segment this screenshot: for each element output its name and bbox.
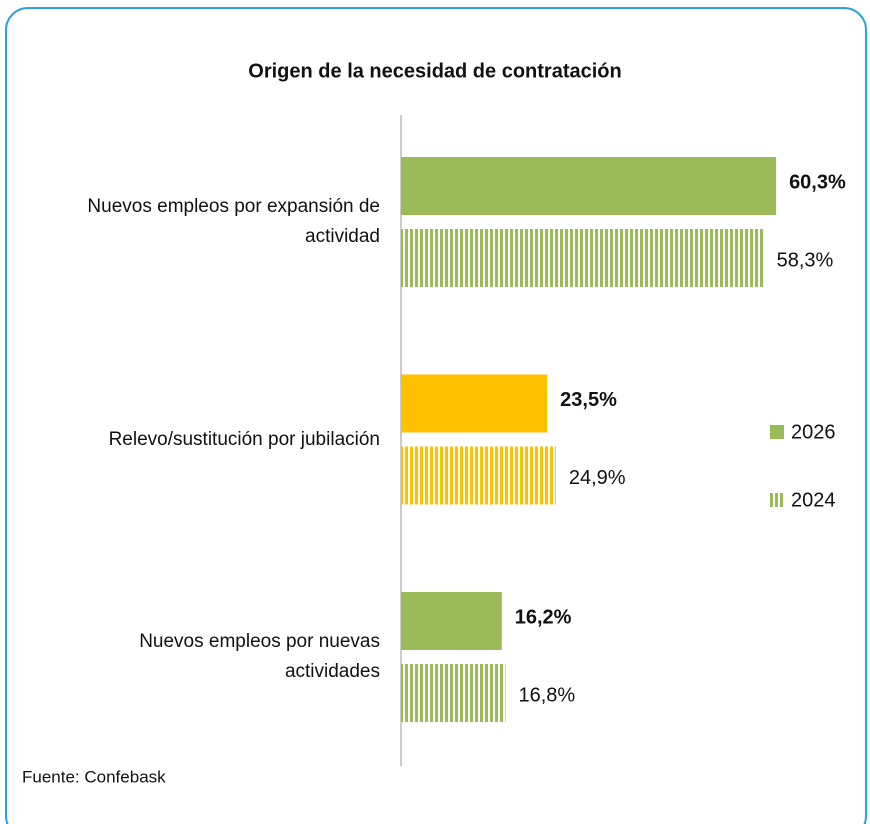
value-label: 58,3%: [777, 249, 834, 271]
bar: [401, 592, 502, 650]
frame: [5, 7, 867, 824]
bar: [401, 374, 548, 433]
value-label: 24,9%: [569, 467, 626, 489]
source: Fuente: Confebask: [22, 767, 166, 786]
bar: [401, 446, 556, 505]
bar: [401, 157, 777, 215]
legend-swatch: [770, 493, 784, 507]
value-label: 16,2%: [515, 606, 572, 628]
value-label: 16,8%: [518, 684, 575, 706]
value-label: 60,3%: [789, 171, 846, 193]
legend-swatch: [770, 425, 784, 439]
legend-label: 2024: [791, 489, 836, 511]
category-label: Nuevos empleos por nuevas actividades: [139, 631, 380, 682]
bar: [401, 229, 764, 287]
chart-title: Origen de la necesidad de contratación: [248, 60, 621, 82]
value-label: 23,5%: [560, 389, 617, 411]
legend-label: 2026: [791, 421, 836, 443]
category-label: Relevo/sustitución por jubilación: [108, 428, 380, 450]
category-label: Nuevos empleos por expansión de activida…: [87, 196, 380, 247]
bar: [401, 664, 506, 722]
